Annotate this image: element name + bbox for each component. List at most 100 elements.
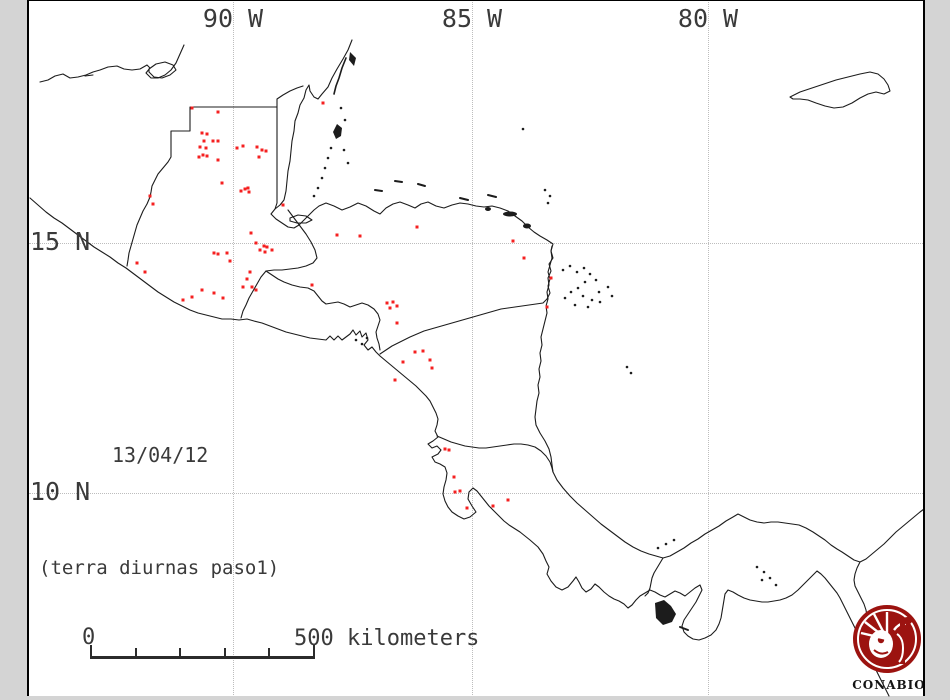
cay-speck — [329, 146, 333, 150]
fire-dot — [143, 270, 147, 274]
cay-speck — [588, 272, 592, 276]
fire-dot — [212, 251, 216, 255]
fire-dot — [200, 131, 204, 135]
fire-dot — [257, 155, 261, 159]
fire-dot — [151, 202, 155, 206]
cay-speck — [586, 305, 590, 309]
guatemala-elsalvador-border — [240, 270, 267, 319]
fire-dot — [254, 288, 258, 292]
cay-speck — [365, 336, 369, 340]
cay-speck — [543, 188, 547, 192]
conabio-logo: CONABIO — [850, 600, 928, 696]
cay-speck — [590, 298, 594, 302]
terminos-lagoon — [148, 61, 177, 79]
lake-izabal — [289, 214, 313, 224]
fire-dot — [430, 366, 434, 370]
parallel-gridline — [29, 243, 923, 244]
fire-dot — [453, 490, 457, 494]
fire-dot — [254, 241, 258, 245]
cay-speck — [575, 270, 579, 274]
fire-dot — [190, 106, 194, 110]
fire-dot — [358, 234, 362, 238]
fire-dot — [216, 139, 220, 143]
cay-speck — [573, 303, 577, 307]
fire-dot — [522, 256, 526, 260]
fire-dot — [211, 139, 215, 143]
fire-dot — [216, 252, 220, 256]
meridian-gridline — [233, 0, 234, 695]
pacific-coastline — [29, 197, 890, 697]
cay-speck — [569, 290, 573, 294]
fire-dot — [413, 350, 417, 354]
meridian-gridline — [472, 0, 473, 695]
scale-bar-tick — [135, 648, 137, 659]
cay-speck — [354, 338, 358, 342]
fire-dot — [249, 231, 253, 235]
mosquitia-lagoon — [503, 211, 517, 217]
fire-dot — [216, 158, 220, 162]
cay-speck — [774, 583, 778, 587]
mosquitia-lagoon — [485, 207, 491, 211]
cay-speck — [664, 542, 668, 546]
cay-speck — [629, 371, 633, 375]
fire-dot — [270, 248, 274, 252]
scale-bar-tick — [90, 645, 92, 659]
cay-speck — [342, 148, 346, 152]
fire-dot — [491, 504, 495, 508]
fire-dot — [511, 239, 515, 243]
cay-speck — [360, 342, 364, 346]
meridian-gridline — [708, 0, 709, 695]
cay-speck — [521, 127, 525, 131]
cozumel-island — [349, 52, 356, 66]
date-label: 13/04/12 — [112, 443, 209, 467]
scale-bar-tick — [224, 648, 226, 659]
fire-dot — [201, 153, 205, 157]
fire-dot — [247, 190, 251, 194]
fire-dot — [385, 301, 389, 305]
meridian-label: 85 W — [441, 4, 503, 33]
cay-speck — [656, 546, 660, 550]
plot-frame-left — [27, 0, 29, 696]
cay-speck — [598, 300, 602, 304]
fire-dot — [135, 261, 139, 265]
fire-dot — [220, 181, 224, 185]
fire-dot — [447, 448, 451, 452]
fire-dot — [202, 139, 206, 143]
fire-dot — [228, 259, 232, 263]
elsalvador-honduras-border — [265, 270, 381, 351]
fire-dot — [465, 506, 469, 510]
fire-dot — [310, 283, 314, 287]
fire-dot — [443, 447, 447, 451]
fire-dot — [335, 233, 339, 237]
fire-dot — [281, 203, 285, 207]
cay-speck — [597, 290, 601, 294]
fire-dot — [241, 285, 245, 289]
cay-speck — [346, 161, 350, 165]
fire-dot — [549, 276, 553, 280]
fire-dot — [421, 349, 425, 353]
fire-dot — [265, 245, 269, 249]
cay-speck — [582, 266, 586, 270]
turneffe-atoll — [333, 124, 342, 139]
fire-dot — [428, 358, 432, 362]
cay-speck — [576, 286, 580, 290]
parallel-label: 10 N — [30, 477, 91, 506]
cay-speck — [583, 280, 587, 284]
meridian-label: 90 W — [202, 4, 264, 33]
fire-dot — [205, 154, 209, 158]
subtitle-label: (terra diurnas paso1) — [39, 557, 280, 579]
bay-islands — [374, 180, 497, 201]
map-plot-area — [29, 1, 923, 696]
cay-speck — [326, 156, 330, 160]
cay-speck — [594, 278, 598, 282]
fire-dot — [263, 250, 267, 254]
scale-zero-label: 0 — [82, 625, 96, 650]
fire-dot — [216, 110, 220, 114]
plot-frame-top — [27, 0, 925, 1]
fire-dot — [458, 489, 462, 493]
fire-detections — [135, 101, 553, 510]
fire-dot — [393, 378, 397, 382]
cay-speck — [548, 194, 552, 198]
scale-end-label: 500 kilometers — [294, 626, 480, 651]
fire-dot — [241, 144, 245, 148]
